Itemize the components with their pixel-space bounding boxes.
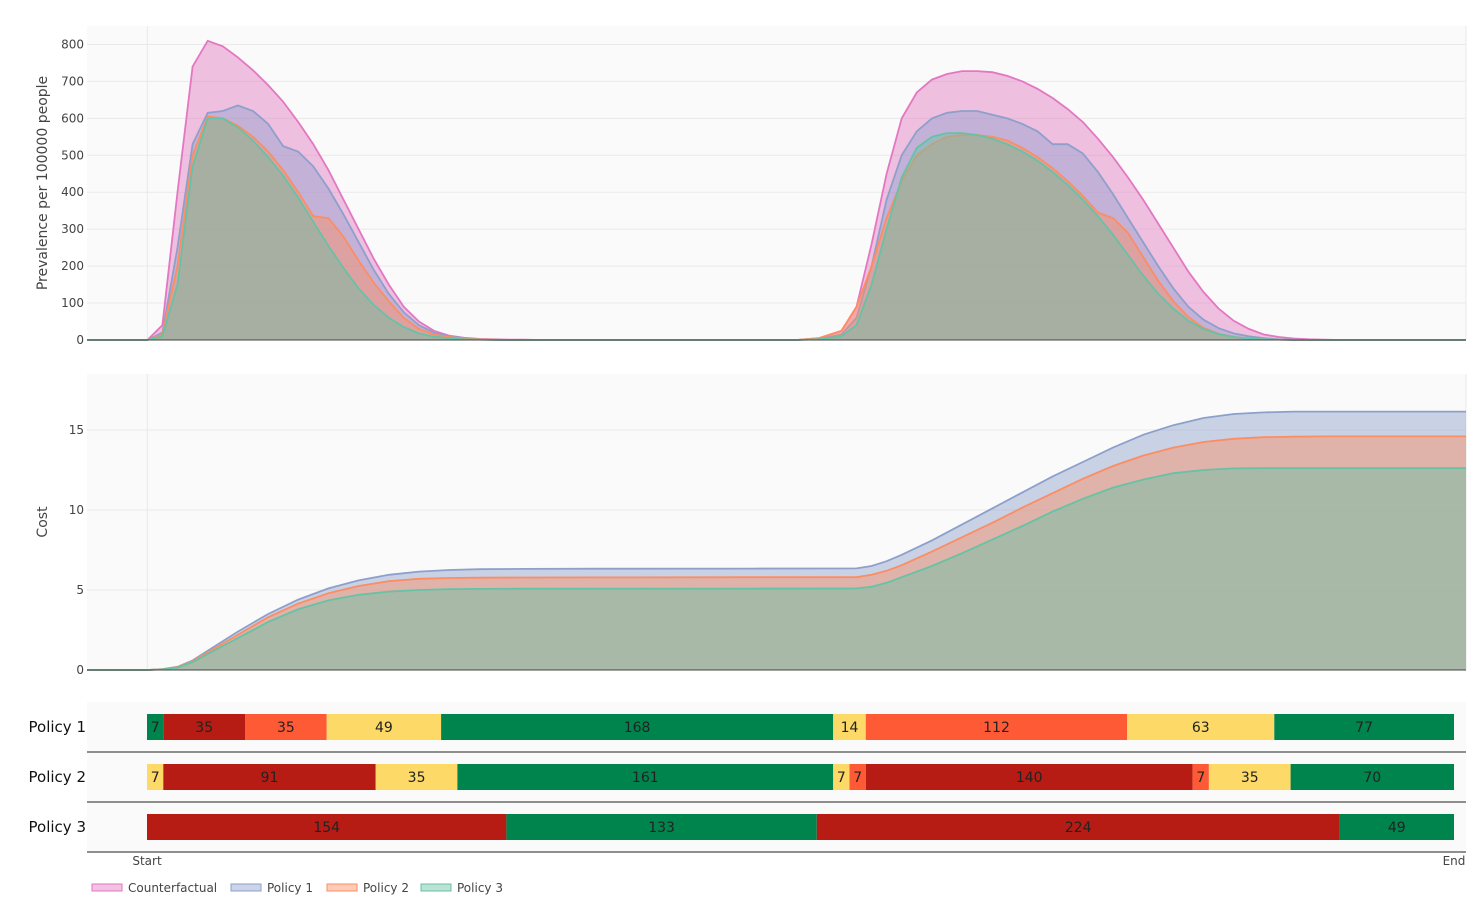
legend-item-counterfactual: Counterfactual xyxy=(91,881,217,895)
legend-item-policy-2: Policy 2 xyxy=(326,881,409,895)
prevalence-line-policy-1 xyxy=(87,104,1466,341)
timeline-segment-label: 70 xyxy=(1363,770,1381,786)
prevalence-area-policy-1 xyxy=(87,105,1466,341)
timeline-segment-red xyxy=(816,814,1340,840)
timeline-segment-label: 224 xyxy=(1065,820,1092,836)
prevalence-y-tick-label: 600 xyxy=(61,111,84,125)
timeline-segment-label: 7 xyxy=(1196,770,1205,786)
cost-line-policy-1 xyxy=(87,410,1466,671)
prevalence-area-policy-2 xyxy=(87,116,1466,340)
legend-label: Policy 2 xyxy=(363,881,409,895)
legend-swatch xyxy=(326,883,358,892)
timeline-segment-label: 112 xyxy=(983,720,1010,736)
timeline-segment-yellow xyxy=(375,764,458,790)
timeline-segment-yellow xyxy=(833,714,866,740)
timeline-segment-red xyxy=(163,714,245,740)
prevalence-area-policy-3 xyxy=(87,118,1466,341)
cost-line-policy-2 xyxy=(87,435,1466,671)
prevalence-line-counterfactual xyxy=(87,39,1466,341)
timeline-segment-label: 140 xyxy=(1016,770,1043,786)
cost-area-policy-2 xyxy=(87,436,1466,670)
timeline-segment-red xyxy=(865,764,1193,790)
timeline-segment-orange xyxy=(1192,764,1209,790)
timeline-segment-label: 77 xyxy=(1355,720,1373,736)
cost-y-tick-label: 5 xyxy=(76,583,84,597)
timeline-row-label: Policy 2 xyxy=(29,768,86,786)
timeline-segment-yellow xyxy=(147,764,164,790)
timeline-row-label: Policy 3 xyxy=(29,818,86,836)
prevalence-plot-background xyxy=(87,26,1466,340)
timeline-segment-label: 133 xyxy=(648,820,675,836)
timeline-segment-green xyxy=(1290,764,1454,790)
prevalence-panel: 0 100 200 300 400 500 600 700 800 Prevalence per … xyxy=(35,26,1467,347)
cost-area-policy-1 xyxy=(87,411,1466,670)
cost-y-axis-title: Cost xyxy=(35,506,51,538)
timeline-segment-yellow xyxy=(326,714,442,740)
timeline-segment-green xyxy=(1339,814,1454,840)
cost-y-tick-label: 0 xyxy=(76,663,84,677)
prevalence-y-tick-label: 200 xyxy=(61,259,84,273)
timeline-segment-label: 7 xyxy=(853,770,862,786)
timeline-segment-yellow xyxy=(1127,714,1275,740)
legend-swatch xyxy=(420,883,452,892)
legend-label: Policy 3 xyxy=(457,881,503,895)
timeline-segment-label: 49 xyxy=(1388,820,1406,836)
prevalence-y-tick-label: 100 xyxy=(61,296,84,310)
prevalence-y-tick-label: 0 xyxy=(76,333,84,347)
timeline-segment-label: 168 xyxy=(624,720,651,736)
prevalence-y-axis-title: Prevalence per 100000 people xyxy=(35,76,51,290)
timeline-segment-yellow xyxy=(833,764,850,790)
timeline-segment-green xyxy=(1274,714,1454,740)
cost-line-policy-3 xyxy=(87,467,1466,671)
timeline-segment-label: 91 xyxy=(261,770,279,786)
legend-item-policy-1: Policy 1 xyxy=(230,881,313,895)
legend-swatch xyxy=(230,883,262,892)
timeline-segment-green xyxy=(147,714,164,740)
timeline-segment-orange xyxy=(849,764,866,790)
timeline-segment-label: 7 xyxy=(151,770,160,786)
prevalence-y-tick-label: 800 xyxy=(61,37,84,51)
legend-label: Counterfactual xyxy=(128,881,217,895)
prevalence-y-tick-label: 500 xyxy=(61,148,84,162)
legend: Counterfactual Policy 1 Policy 2 Policy 3 xyxy=(91,881,503,895)
timeline-segment-label: 14 xyxy=(841,720,859,736)
x-tick-label-start: Start xyxy=(132,854,162,868)
timeline-segment-label: 35 xyxy=(277,720,295,736)
cost-y-tick-label: 10 xyxy=(69,503,84,517)
prevalence-line-policy-3 xyxy=(87,117,1466,341)
cost-plot-background xyxy=(87,374,1466,670)
timeline-segment-label: 35 xyxy=(195,720,213,736)
timeline-segment-label: 35 xyxy=(408,770,426,786)
cost-area-policy-3 xyxy=(87,468,1466,670)
timeline-segment-orange xyxy=(245,714,327,740)
timeline-segment-green xyxy=(441,714,834,740)
prevalence-y-tick-label: 300 xyxy=(61,222,84,236)
timeline-row-label: Policy 1 xyxy=(29,718,86,736)
timeline-segment-green xyxy=(457,764,834,790)
timeline-segment-orange xyxy=(865,714,1128,740)
timeline-segment-label: 49 xyxy=(375,720,393,736)
cost-y-tick-label: 15 xyxy=(69,423,84,437)
timeline-segment-green xyxy=(506,814,817,840)
prevalence-y-tick-label: 400 xyxy=(61,185,84,199)
prevalence-y-tick-label: 700 xyxy=(61,74,84,88)
x-tick-label-end: End xyxy=(1443,854,1466,868)
cost-panel: 0 5 10 15 Cost xyxy=(35,374,1467,677)
timeline-segment-label: 161 xyxy=(632,770,659,786)
legend-swatch xyxy=(91,883,123,892)
timeline-segment-label: 154 xyxy=(313,820,340,836)
timeline-segment-label: 35 xyxy=(1241,770,1259,786)
timeline-segment-red xyxy=(163,764,376,790)
timeline-segment-yellow xyxy=(1208,764,1291,790)
legend-item-policy-3: Policy 3 xyxy=(420,881,503,895)
timeline-segment-label: 7 xyxy=(151,720,160,736)
timeline-segment-label: 63 xyxy=(1192,720,1210,736)
prevalence-area-counterfactual xyxy=(87,40,1466,341)
timeline-segment-red xyxy=(147,814,507,840)
legend-label: Policy 1 xyxy=(267,881,313,895)
timeline-segment-label: 7 xyxy=(837,770,846,786)
